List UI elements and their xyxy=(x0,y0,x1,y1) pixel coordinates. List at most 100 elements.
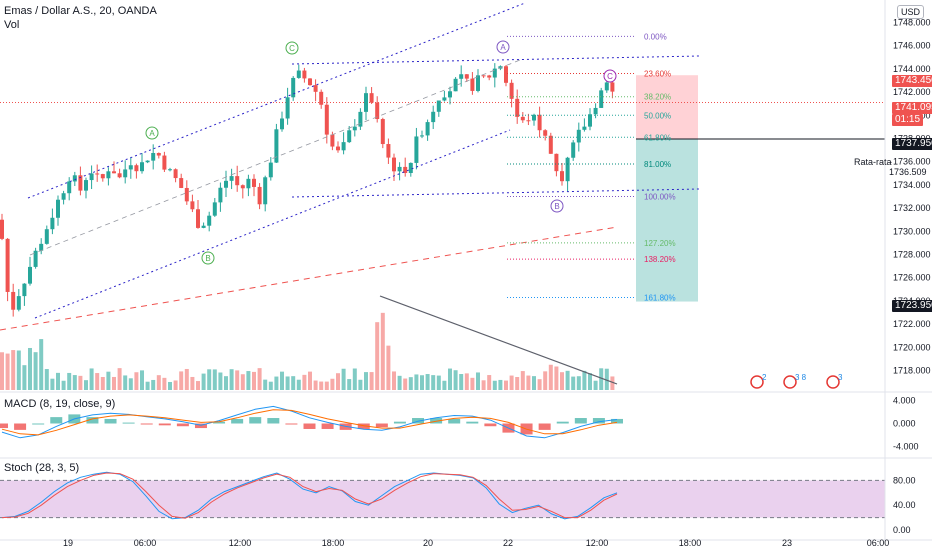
price-tick: 1746.000 xyxy=(893,41,931,51)
volume-bar xyxy=(509,375,514,390)
candle-body xyxy=(453,78,458,92)
volume-bar xyxy=(515,376,520,390)
volume-bar xyxy=(604,368,609,390)
fib-label: 61.80% xyxy=(644,133,671,142)
volume-bar xyxy=(537,379,542,390)
time-tick: 22 xyxy=(503,538,513,548)
candle-body xyxy=(162,155,167,170)
price-tick: 1734.000 xyxy=(893,180,931,190)
macd-histogram-bar xyxy=(484,423,497,427)
volume-bar xyxy=(481,380,486,390)
candle-body xyxy=(532,114,536,121)
volume-bar xyxy=(453,370,458,390)
volume-bar xyxy=(184,368,189,390)
macd-histogram-bar xyxy=(556,421,569,424)
volume-bar xyxy=(347,379,352,390)
volume-bar xyxy=(134,372,139,390)
volume-bar xyxy=(162,377,167,390)
wave-label: A xyxy=(500,43,506,52)
candle-body xyxy=(156,152,161,156)
candle-body xyxy=(56,199,60,218)
macd-histogram-bar xyxy=(303,423,316,429)
candle-body xyxy=(190,201,195,210)
volume-bar xyxy=(554,366,559,390)
currency-badge[interactable]: USD xyxy=(896,5,924,19)
volume-bar xyxy=(341,368,346,390)
macd-histogram-bar xyxy=(231,418,244,424)
event-badge-icon xyxy=(826,375,840,389)
drawings xyxy=(0,2,701,385)
volume-bar xyxy=(392,371,396,390)
candle-body xyxy=(341,142,346,151)
volume-bar xyxy=(414,374,419,390)
volume-bar xyxy=(173,380,178,390)
stoch-k-line xyxy=(1,471,618,520)
volume-bar xyxy=(72,375,77,390)
macd-pane: 4.000 0.000 -4.000 xyxy=(0,396,919,451)
candle-body xyxy=(369,93,374,103)
volume-bar xyxy=(28,347,32,390)
volume-bar xyxy=(324,381,329,390)
fib-label: 0.00% xyxy=(644,32,667,41)
candle-body xyxy=(173,169,178,179)
price-tick: 1722.000 xyxy=(893,319,931,329)
macd-histogram-bar xyxy=(32,423,45,425)
volume-bar xyxy=(33,352,38,390)
macd-histogram-bar xyxy=(0,423,8,429)
candle-body xyxy=(218,187,223,203)
average-price: 1736.509 xyxy=(889,167,927,177)
volume-bar xyxy=(599,368,604,390)
volume-label[interactable]: Vol xyxy=(4,19,20,31)
volume-bar xyxy=(268,381,273,390)
last-price-label: 1741.095 xyxy=(892,102,932,114)
candle-body xyxy=(179,178,184,188)
stoch-label[interactable]: Stoch (28, 3, 5) xyxy=(4,462,80,474)
candle-body xyxy=(106,171,111,179)
volume-bar xyxy=(582,370,587,390)
price-tick: 1720.000 xyxy=(893,342,931,352)
volume-bar xyxy=(179,371,184,390)
macd-histogram-bar xyxy=(213,421,226,424)
volume-bar xyxy=(448,368,452,390)
candle-body xyxy=(296,70,301,78)
wave-marker xyxy=(550,199,564,213)
macd-tick: 4.000 xyxy=(893,396,916,406)
volume-bar xyxy=(526,375,531,390)
wave-label: A xyxy=(149,129,155,138)
wave-marker xyxy=(201,251,215,265)
candle-body xyxy=(324,104,329,135)
candle-body xyxy=(481,75,486,77)
target-price-label: 1723.950 xyxy=(892,300,932,312)
candle-body xyxy=(140,162,144,172)
macd-histogram-bar xyxy=(14,423,27,430)
symbol-title[interactable]: Emas / Dollar A.S., 20, OANDA xyxy=(4,5,157,17)
macd-histogram-bar xyxy=(176,423,189,427)
macd-label[interactable]: MACD (8, 19, close, 9) xyxy=(4,398,116,410)
candle-body xyxy=(571,142,576,158)
volume-bar xyxy=(257,368,262,390)
event-badges[interactable]: 2 3 8 3 xyxy=(750,373,843,389)
macd-histogram-bar xyxy=(194,423,207,429)
volume-bar xyxy=(364,372,368,390)
volume-bar xyxy=(123,375,128,390)
volume-bar xyxy=(380,312,385,390)
time-tick: 06:00 xyxy=(867,538,890,548)
candle-body xyxy=(235,176,240,186)
wave-marker xyxy=(603,69,617,83)
volume-bar xyxy=(464,373,469,390)
channel-median xyxy=(29,59,521,256)
price-tick: 1748.000 xyxy=(893,17,931,27)
candle-body xyxy=(67,181,72,194)
macd-signal-line xyxy=(1,409,618,436)
time-tick: 12:00 xyxy=(586,538,609,548)
candle-body xyxy=(554,153,559,172)
volume-bar xyxy=(168,381,172,390)
macd-histogram-bar xyxy=(122,422,135,424)
candle-body xyxy=(599,90,604,108)
candle-body xyxy=(89,173,94,181)
candle-body xyxy=(95,173,100,175)
event-badge-count: 3 xyxy=(838,373,843,382)
candle-body xyxy=(100,174,105,179)
volume-bar xyxy=(492,380,497,390)
